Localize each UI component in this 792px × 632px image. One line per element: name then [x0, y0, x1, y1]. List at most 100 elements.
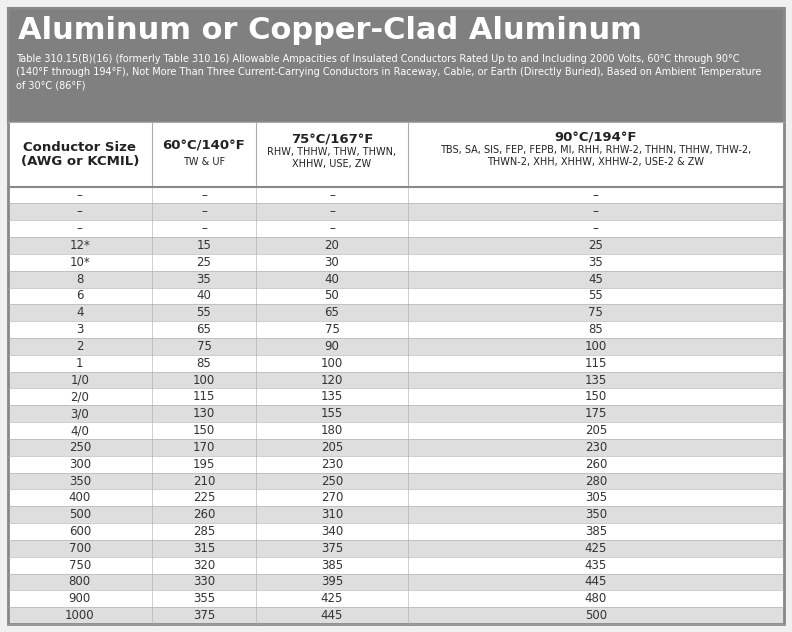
Text: 115: 115: [584, 357, 607, 370]
Text: –: –: [201, 205, 207, 219]
Bar: [8, 540, 784, 557]
Text: 135: 135: [321, 391, 343, 403]
Text: 12*: 12*: [70, 239, 90, 252]
Bar: [8, 221, 784, 237]
Text: 60°C/140°F: 60°C/140°F: [162, 140, 246, 153]
Text: 115: 115: [192, 391, 215, 403]
Text: 100: 100: [584, 340, 607, 353]
Text: 205: 205: [321, 441, 343, 454]
Text: 375: 375: [321, 542, 343, 555]
Text: 230: 230: [321, 458, 343, 471]
Text: 1: 1: [76, 357, 83, 370]
Text: 330: 330: [193, 576, 215, 588]
Text: 445: 445: [321, 609, 343, 622]
Text: 6: 6: [76, 289, 83, 303]
Text: 45: 45: [588, 272, 604, 286]
Bar: [8, 473, 784, 489]
Bar: [8, 456, 784, 473]
Text: 350: 350: [69, 475, 91, 487]
Text: 135: 135: [584, 374, 607, 387]
Text: 425: 425: [321, 592, 343, 605]
Text: 55: 55: [196, 307, 211, 319]
Text: 35: 35: [588, 256, 604, 269]
Text: –: –: [77, 188, 82, 202]
Text: 55: 55: [588, 289, 604, 303]
Text: 4: 4: [76, 307, 83, 319]
Bar: [8, 8, 784, 122]
Bar: [8, 405, 784, 422]
Text: 385: 385: [321, 559, 343, 571]
Bar: [8, 355, 784, 372]
Text: 270: 270: [321, 491, 343, 504]
Text: 205: 205: [584, 424, 607, 437]
Text: 285: 285: [192, 525, 215, 538]
Text: 40: 40: [325, 272, 340, 286]
Text: –: –: [201, 188, 207, 202]
Text: 3/0: 3/0: [70, 407, 89, 420]
Text: 400: 400: [69, 491, 91, 504]
Text: 150: 150: [192, 424, 215, 437]
Text: 260: 260: [584, 458, 607, 471]
Text: 225: 225: [192, 491, 215, 504]
Text: 25: 25: [196, 256, 211, 269]
Text: THWN-2, XHH, XHHW, XHHW-2, USE-2 & ZW: THWN-2, XHH, XHHW, XHHW-2, USE-2 & ZW: [487, 157, 704, 167]
Bar: [8, 372, 784, 389]
Text: 100: 100: [321, 357, 343, 370]
Bar: [8, 389, 784, 405]
Text: 50: 50: [325, 289, 339, 303]
Text: 130: 130: [192, 407, 215, 420]
Bar: [8, 422, 784, 439]
Text: 195: 195: [192, 458, 215, 471]
Text: 1000: 1000: [65, 609, 94, 622]
Text: 900: 900: [69, 592, 91, 605]
Text: 445: 445: [584, 576, 607, 588]
Bar: [8, 305, 784, 321]
Text: 155: 155: [321, 407, 343, 420]
Text: 15: 15: [196, 239, 211, 252]
Text: 8: 8: [76, 272, 83, 286]
Text: 280: 280: [584, 475, 607, 487]
Text: 250: 250: [69, 441, 91, 454]
Text: –: –: [329, 205, 335, 219]
Text: (AWG or KCMIL): (AWG or KCMIL): [21, 155, 139, 168]
Text: 175: 175: [584, 407, 607, 420]
Text: 355: 355: [193, 592, 215, 605]
Text: 85: 85: [196, 357, 211, 370]
Text: 75: 75: [325, 323, 340, 336]
Text: 120: 120: [321, 374, 343, 387]
Text: 65: 65: [325, 307, 340, 319]
Text: 500: 500: [69, 508, 91, 521]
Text: 260: 260: [192, 508, 215, 521]
Text: –: –: [593, 205, 599, 219]
Text: 2/0: 2/0: [70, 391, 89, 403]
Text: TW & UF: TW & UF: [183, 157, 225, 167]
Text: –: –: [593, 188, 599, 202]
Bar: [8, 254, 784, 270]
Text: 85: 85: [588, 323, 604, 336]
Text: 4/0: 4/0: [70, 424, 89, 437]
Text: 435: 435: [584, 559, 607, 571]
Bar: [8, 557, 784, 573]
Text: 20: 20: [325, 239, 340, 252]
Text: –: –: [329, 222, 335, 235]
Text: 350: 350: [584, 508, 607, 521]
Text: Aluminum or Copper-Clad Aluminum: Aluminum or Copper-Clad Aluminum: [18, 16, 642, 45]
Text: 425: 425: [584, 542, 607, 555]
Text: 500: 500: [584, 609, 607, 622]
Text: 210: 210: [192, 475, 215, 487]
Text: 480: 480: [584, 592, 607, 605]
Text: Conductor Size: Conductor Size: [23, 141, 136, 154]
Text: 310: 310: [321, 508, 343, 521]
Text: 375: 375: [192, 609, 215, 622]
Bar: [8, 122, 784, 186]
Text: 90°C/194°F: 90°C/194°F: [554, 132, 637, 145]
Text: 2: 2: [76, 340, 83, 353]
Text: 30: 30: [325, 256, 339, 269]
Text: 385: 385: [584, 525, 607, 538]
Text: 75°C/167°F: 75°C/167°F: [291, 134, 373, 147]
Bar: [8, 288, 784, 305]
Text: 10*: 10*: [70, 256, 90, 269]
Text: 315: 315: [192, 542, 215, 555]
Text: 250: 250: [321, 475, 343, 487]
Text: TBS, SA, SIS, FEP, FEPB, MI, RHH, RHW-2, THHN, THHW, THW-2,: TBS, SA, SIS, FEP, FEPB, MI, RHH, RHW-2,…: [440, 145, 752, 155]
